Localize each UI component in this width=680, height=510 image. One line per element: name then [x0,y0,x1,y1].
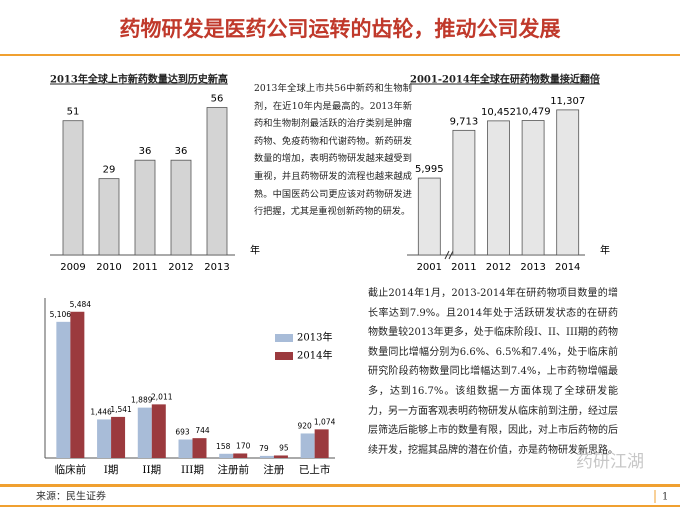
x-tick-label: 2014 [555,262,580,273]
x-tick-label: III期 [181,464,204,476]
x-tick-label: II期 [142,464,161,476]
bar [62,120,84,256]
footer-source: 来源：民生证券 [36,490,106,503]
page-number: 1 [662,492,668,503]
x-tick-label: 2013 [520,262,545,273]
value-label: 920 [297,421,312,430]
x-tick-label: 2011 [451,262,476,273]
value-label: 1,541 [110,405,132,414]
bar [219,453,234,458]
value-label: 744 [195,426,210,435]
chart-title: 2013年全球上市新药数量达到历史新高 [50,73,228,86]
value-label: 5,106 [50,310,72,319]
value-label: 79 [259,444,269,453]
value-label: 158 [216,442,231,451]
legend-label: 2014年 [297,349,332,362]
x-tick-label: 注册前 [217,463,249,476]
axis-break [448,250,454,260]
bar [206,107,228,256]
bar [452,129,476,256]
value-label: 693 [175,428,190,437]
value-label: 9,713 [450,116,479,127]
x-tick-label: 2013 [204,262,229,273]
axis-break [444,250,450,260]
bar [233,453,248,458]
value-label: 10,479 [516,107,551,118]
legend-label: 2013年 [297,331,332,344]
value-label: 11,307 [550,96,585,107]
chart-title: 2001-2014年全球在研药物数量接近翻倍 [410,73,600,86]
value-label: 2,011 [151,392,173,401]
x-tick-label: I期 [104,464,119,476]
x-tick-label: 注册 [263,463,284,476]
bar [521,120,545,256]
bar [56,321,71,458]
bar [314,429,329,458]
bar [192,438,207,458]
value-label: 51 [67,107,80,118]
x-unit: 年 [600,244,610,257]
watermark: 药研江湖 [576,452,644,472]
value-label: 36 [139,146,152,157]
value-label: 36 [175,146,188,157]
bar [97,419,112,458]
value-label: 10,452 [481,107,516,118]
bar [70,311,85,458]
bar [300,433,315,458]
value-label: 95 [279,443,289,452]
x-tick-label: 已上市 [299,463,331,476]
legend-swatch [275,334,293,342]
x-tick-label: 临床前 [55,463,87,476]
bar [98,178,120,256]
x-tick-label: 2009 [60,262,85,273]
bar [556,109,580,256]
x-unit: 年 [250,244,260,257]
value-label: 5,995 [415,164,444,175]
footer-rule [0,484,680,487]
x-tick-label: 2001 [417,262,442,273]
x-tick-label: 2011 [132,262,157,273]
value-label: 170 [236,441,251,450]
x-tick-label: 2010 [96,262,121,273]
bar [134,159,156,256]
x-tick-label: 2012 [168,262,193,273]
legend-swatch [275,352,293,360]
bar [137,407,152,458]
value-label: 5,484 [70,300,92,309]
bar [170,159,192,256]
bar [487,120,510,256]
paragraph: 截止2014年1月，2013-2014年在研药物项目数量的增长率达到7.9%。且… [368,288,618,456]
paragraph: 2013年全球上市共56中新药和生物制剂，在近10年内是最高的。2013年新药和… [254,83,412,218]
value-label: 1,446 [90,407,112,416]
value-label: 29 [103,165,116,176]
bar [417,177,441,256]
slide-title: 药物研发是医药公司运转的齿轮，推动公司发展 [120,17,561,41]
value-label: 56 [211,94,224,105]
x-tick-label: 2012 [486,262,511,273]
bar [178,439,193,458]
value-label: 1,889 [131,396,153,405]
value-label: 1,074 [314,417,336,426]
bar [273,455,288,458]
bar [111,416,126,458]
bar [259,455,274,458]
bar [151,404,166,458]
